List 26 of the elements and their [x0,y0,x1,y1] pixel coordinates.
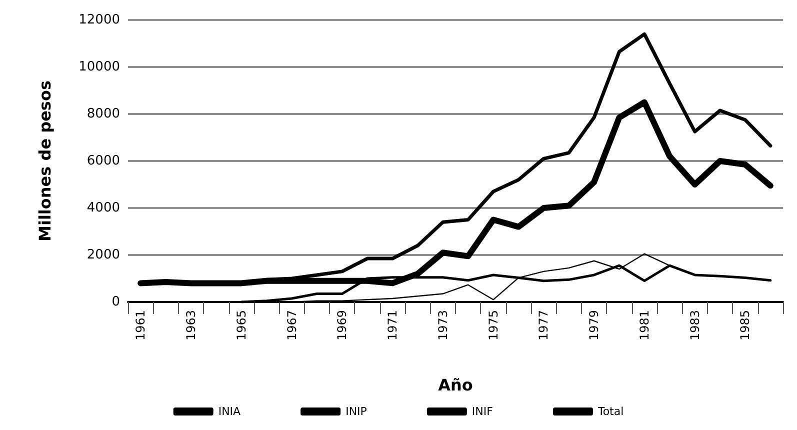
x-tick-label: 1977 [536,310,551,341]
x-axis-title: Año [438,376,473,394]
x-tick-label: 1979 [587,310,602,341]
x-tick-label: 1985 [738,310,752,341]
x-tick-label: 1975 [486,310,500,341]
legend-label: INIP [346,405,368,418]
y-tick-label: 4000 [86,200,120,216]
x-tick-label: 1963 [184,310,198,341]
y-tick-label: 2000 [86,248,120,262]
y-axis-title: Millones de pesos [36,80,54,242]
y-tick-label: 6000 [86,154,120,168]
y-tick-label: 12000 [78,12,120,28]
legend-label: Total [596,405,624,418]
legend-label: INIA [218,405,242,418]
x-tick-label: 1983 [688,310,702,341]
y-tick-label: 0 [112,294,120,310]
x-tick-label: 1973 [436,310,450,341]
x-tick-label: 1965 [234,310,248,341]
y-tick-label: 8000 [86,106,120,122]
y-tick-label: 10000 [78,60,120,74]
x-tick-label: 1971 [386,310,400,341]
x-tick-label: 1981 [637,310,652,341]
legend-label: INIF [472,405,493,418]
x-tick-label: 1969 [335,310,350,341]
x-tick-label: 1967 [284,310,299,341]
x-tick-label: 1961 [134,310,148,341]
